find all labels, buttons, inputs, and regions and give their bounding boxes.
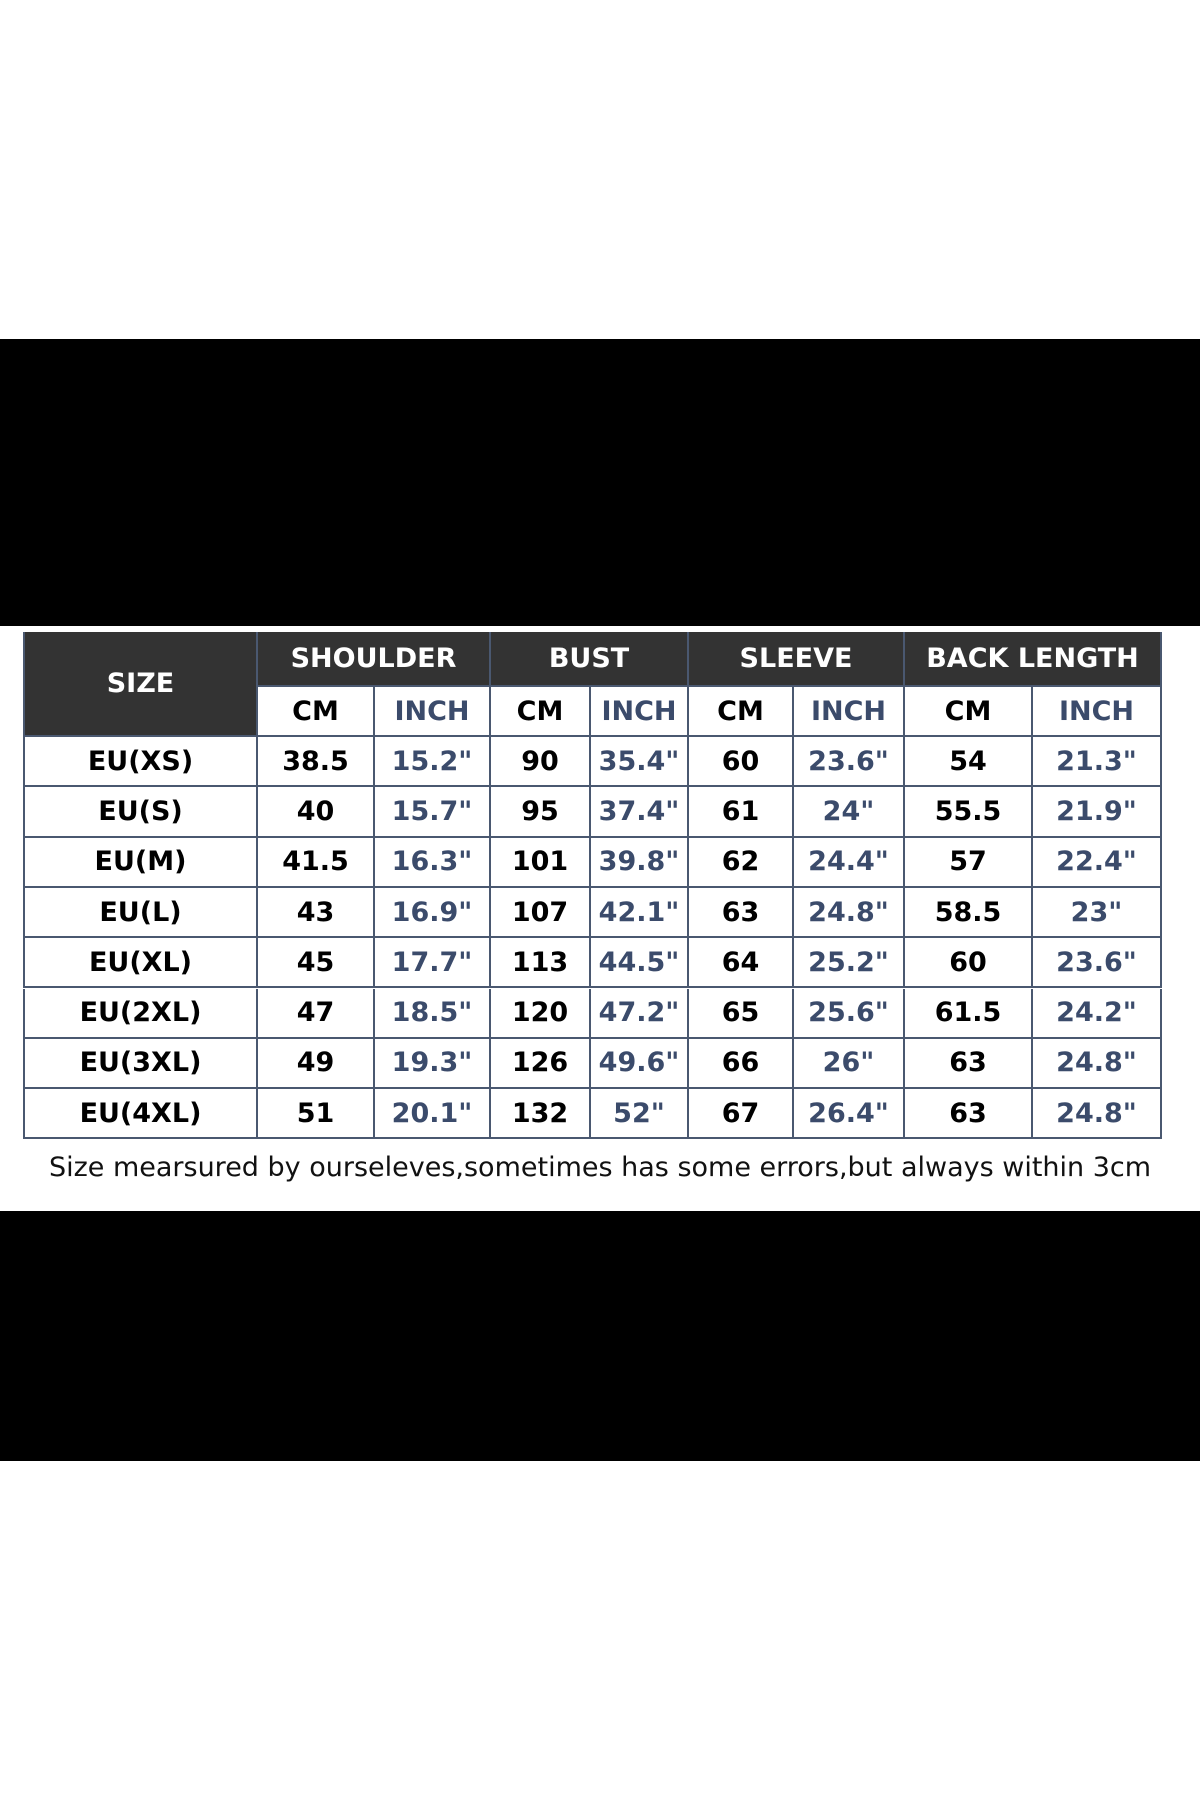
value-cell: 54 [905, 737, 1033, 788]
footnote: Size mearsured by ourseleves,sometimes h… [48, 1152, 1152, 1183]
black-band [0, 339, 1200, 626]
value-cell: 57 [905, 837, 1033, 888]
unit-header: INCH [591, 687, 689, 737]
value-cell: 107 [491, 887, 591, 939]
value-cell: 52" [591, 1089, 689, 1140]
value-cell: 101 [491, 837, 591, 888]
value-cell: 35.4" [591, 737, 689, 788]
value-cell: 24.8" [1033, 1089, 1162, 1140]
group-header: BUST [491, 632, 689, 687]
value-cell: 41.5 [258, 837, 375, 888]
value-cell: 63 [905, 1089, 1033, 1140]
value-cell: 67 [689, 1089, 794, 1140]
value-cell: 21.9" [1033, 787, 1162, 838]
value-cell: 24.2" [1033, 988, 1162, 1039]
value-cell: 23" [1033, 887, 1162, 939]
size-label: EU(XS) [23, 737, 258, 788]
value-cell: 38.5 [258, 737, 375, 788]
unit-header: INCH [1033, 687, 1162, 737]
value-cell: 60 [905, 938, 1033, 989]
value-cell: 43 [258, 887, 375, 939]
unit-header: CM [689, 687, 794, 737]
value-cell: 63 [689, 887, 794, 939]
unit-header: CM [905, 687, 1033, 737]
value-cell: 18.5" [375, 988, 491, 1039]
value-cell: 40 [258, 787, 375, 838]
value-cell: 63 [905, 1038, 1033, 1090]
value-cell: 61.5 [905, 988, 1033, 1039]
size-header: SIZE [23, 632, 258, 737]
value-cell: 22.4" [1033, 837, 1162, 888]
value-cell: 23.6" [794, 737, 905, 788]
value-cell: 58.5 [905, 887, 1033, 939]
value-cell: 16.3" [375, 837, 491, 888]
value-cell: 90 [491, 737, 591, 788]
value-cell: 64 [689, 938, 794, 989]
value-cell: 19.3" [375, 1038, 491, 1090]
value-cell: 37.4" [591, 787, 689, 838]
value-cell: 20.1" [375, 1089, 491, 1140]
value-cell: 47 [258, 988, 375, 1039]
value-cell: 21.3" [1033, 737, 1162, 788]
value-cell: 15.7" [375, 787, 491, 838]
black-band [0, 1211, 1200, 1461]
value-cell: 24.8" [1033, 1038, 1162, 1090]
value-cell: 120 [491, 988, 591, 1039]
value-cell: 44.5" [591, 938, 689, 989]
value-cell: 95 [491, 787, 591, 838]
value-cell: 132 [491, 1089, 591, 1140]
group-header: SHOULDER [258, 632, 491, 687]
value-cell: 51 [258, 1089, 375, 1140]
value-cell: 113 [491, 938, 591, 989]
value-cell: 62 [689, 837, 794, 888]
value-cell: 15.2" [375, 737, 491, 788]
value-cell: 60 [689, 737, 794, 788]
value-cell: 42.1" [591, 887, 689, 939]
value-cell: 23.6" [1033, 938, 1162, 989]
value-cell: 25.2" [794, 938, 905, 989]
size-label: EU(S) [23, 787, 258, 838]
value-cell: 24.4" [794, 837, 905, 888]
unit-header: CM [258, 687, 375, 737]
value-cell: 49 [258, 1038, 375, 1090]
value-cell: 47.2" [591, 988, 689, 1039]
group-header: SLEEVE [689, 632, 905, 687]
value-cell: 24.8" [794, 887, 905, 939]
value-cell: 61 [689, 787, 794, 838]
size-label: EU(M) [23, 837, 258, 888]
value-cell: 39.8" [591, 837, 689, 888]
value-cell: 66 [689, 1038, 794, 1090]
size-label: EU(2XL) [23, 988, 258, 1039]
size-label: EU(3XL) [23, 1038, 258, 1090]
value-cell: 26.4" [794, 1089, 905, 1140]
size-label: EU(L) [23, 887, 258, 939]
group-header: BACK LENGTH [905, 632, 1162, 687]
size-label: EU(4XL) [23, 1089, 258, 1140]
value-cell: 55.5 [905, 787, 1033, 838]
value-cell: 45 [258, 938, 375, 989]
value-cell: 25.6" [794, 988, 905, 1039]
size-label: EU(XL) [23, 938, 258, 989]
value-cell: 126 [491, 1038, 591, 1090]
value-cell: 49.6" [591, 1038, 689, 1090]
unit-header: INCH [375, 687, 491, 737]
unit-header: CM [491, 687, 591, 737]
value-cell: 16.9" [375, 887, 491, 939]
unit-header: INCH [794, 687, 905, 737]
value-cell: 17.7" [375, 938, 491, 989]
value-cell: 26" [794, 1038, 905, 1090]
value-cell: 65 [689, 988, 794, 1039]
value-cell: 24" [794, 787, 905, 838]
